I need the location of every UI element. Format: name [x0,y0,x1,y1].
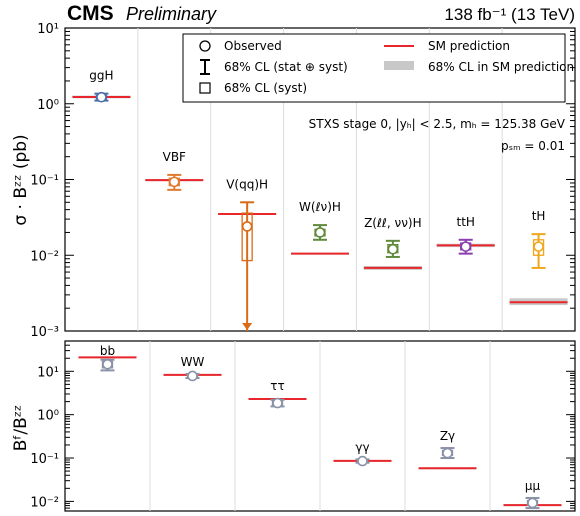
top-observed-2 [241,221,253,232]
top-ytick-label: 10¹ [37,22,59,37]
bottom-category-label-4: Zγ [440,429,455,443]
legend-total-cl: 68% CL (stat ⊕ syst) [224,60,348,74]
top-ytick-label: 10⁻³ [30,325,59,340]
bottom-ytick-label: 10¹ [37,365,59,380]
bottom-ytick-label: 10⁻² [30,495,59,510]
bottom-observed-5 [527,497,538,509]
legend: Observed 68% CL (stat ⊕ syst) 68% CL (sy… [182,33,574,103]
bottom-category-label-2: ττ [270,379,284,393]
legend-syst-cl-marker [199,82,211,94]
bottom-observed-0 [102,359,113,370]
legend-syst-cl: 68% CL (syst) [224,81,307,95]
legend-box [182,33,566,103]
top-observed-1 [168,176,180,188]
top-category-label-3: W(ℓν)H [299,200,341,214]
bottom-category-label-0: bb [100,344,115,358]
legend-total-cl-marker [200,59,210,75]
stxs-annotation: STXS stage 0, |yₕ| < 2.5, mₕ = 125.38 Ge… [309,117,566,131]
top-ytick-label: 10⁻¹ [30,174,59,189]
bottom-observed-2 [272,397,283,409]
bottom-ytick-label: 10⁻¹ [30,452,59,467]
bottom-observed-1 [187,370,198,382]
top-observed-4 [387,243,399,255]
legend-sm: SM prediction [428,39,510,53]
top-ytick-label: 10⁻² [30,249,59,264]
top-observed-3 [314,227,326,238]
bottom-category-label-1: WW [181,355,205,369]
bottom-ytick-label: 10⁰ [37,409,59,424]
top-category-label-0: ggH [89,69,113,83]
bottom-category-label-5: μμ [525,479,541,493]
lumi-label: 138 fb⁻¹ (13 TeV) [444,5,575,24]
psm-annotation: pₛₘ = 0.01 [501,139,565,153]
top-observed-5 [460,241,472,252]
top-ylabel: σ · Bᶻᶻ (pb) [11,134,31,225]
legend-sm-band-marker [384,61,414,70]
legend-observed-marker [199,40,211,52]
top-arrow-2 [242,323,253,330]
top-observed-0 [96,91,107,103]
bottom-ylabel: Bᶠ/Bᶻᶻ [11,405,31,452]
top-ytick-label: 10⁰ [37,98,59,113]
top-observed-6 [533,241,544,252]
top-category-label-5: ttH [456,215,474,229]
top-category-label-2: V(qq)H [226,177,268,191]
preliminary-label: Preliminary [126,4,217,24]
legend-observed: Observed [224,39,282,53]
bottom-category-label-3: γγ [355,440,369,454]
top-syst-cl-2 [241,212,253,262]
legend-sm-band: 68% CL in SM prediction [428,60,574,74]
top-category-label-1: VBF [163,150,186,164]
cms-label: CMS [67,2,114,25]
bottom-observed-3 [357,455,368,467]
top-category-label-4: Z(ℓℓ, νν)H [364,216,422,230]
top-category-label-6: tH [532,209,546,223]
bottom-observed-4 [442,447,453,459]
